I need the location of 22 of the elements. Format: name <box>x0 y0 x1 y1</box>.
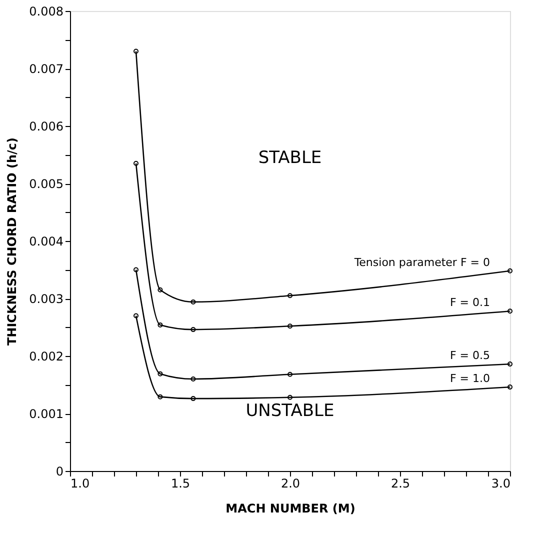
x-tick-label: 1.0 <box>70 476 90 490</box>
series-label: F = 0.1 <box>450 296 490 310</box>
series-label: Tension parameter F = 0 <box>353 256 490 269</box>
y-tick-label: 0.001 <box>29 407 64 421</box>
annotation: STABLE <box>258 148 322 168</box>
x-tick-label: 2.0 <box>280 476 300 490</box>
y-tick-label: 0.006 <box>29 120 64 134</box>
y-tick-label: 0.004 <box>29 234 64 248</box>
y-tick-label: 0.008 <box>29 4 64 18</box>
y-tick-label: 0.005 <box>29 177 64 191</box>
y-axis-title: THICKNESS CHORD RATIO (h/c) <box>5 137 20 346</box>
series-label: F = 1.0 <box>450 372 490 386</box>
annotation: UNSTABLE <box>246 401 334 422</box>
x-tick-label: 2.5 <box>390 476 410 490</box>
x-tick-label: 3.0 <box>491 476 510 490</box>
y-tick-label: 0.002 <box>29 350 64 364</box>
x-tick-label: 1.5 <box>170 476 190 490</box>
y-tick-label: 0 <box>56 464 64 478</box>
y-tick-label: 0.007 <box>29 62 64 76</box>
series-label: F = 0.5 <box>450 349 490 362</box>
x-axis-title: MACH NUMBER (M) <box>226 502 356 516</box>
y-tick-label: 0.003 <box>29 292 64 306</box>
